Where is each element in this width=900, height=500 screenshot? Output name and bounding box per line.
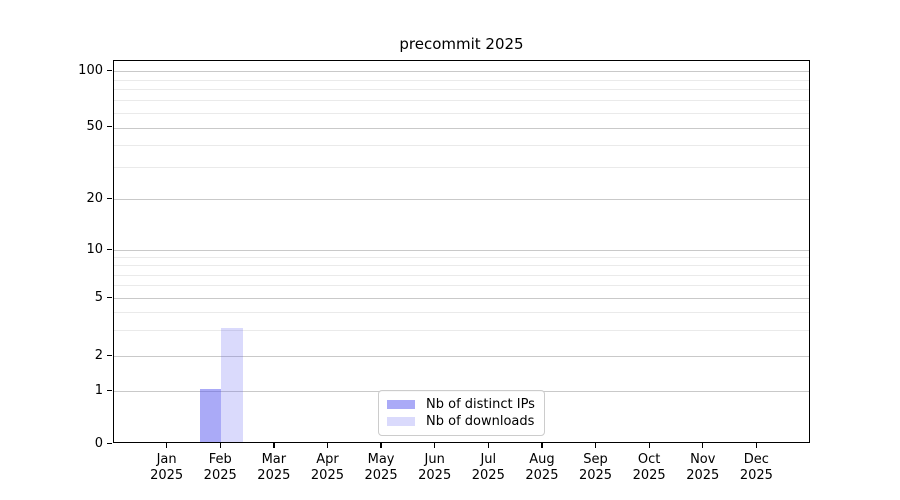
- x-tick-label: Oct 2025: [621, 452, 677, 484]
- y-tick-mark: [107, 354, 112, 356]
- major-gridline: [114, 71, 809, 72]
- x-tick-month: Mar: [261, 452, 287, 467]
- x-tick-mark: [755, 443, 758, 448]
- x-tick-month: Feb: [208, 452, 232, 467]
- minor-gridline: [114, 79, 809, 81]
- x-tick-mark: [648, 443, 650, 448]
- x-tick-label: Jun 2025: [407, 452, 463, 484]
- y-tick-label: 100: [78, 62, 103, 78]
- x-tick-mark: [487, 443, 489, 448]
- x-tick-label: Sep 2025: [568, 452, 624, 484]
- major-gridline: [114, 127, 809, 129]
- x-tick-label: Mar 2025: [246, 452, 302, 484]
- minor-gridline: [114, 112, 809, 114]
- x-tick-month: May: [367, 452, 395, 467]
- x-tick-year: 2025: [525, 468, 559, 483]
- x-tick-label: Aug 2025: [514, 452, 570, 484]
- x-tick-month: Jul: [480, 452, 497, 467]
- y-tick-mark: [107, 389, 112, 391]
- x-tick-year: 2025: [632, 468, 666, 483]
- x-tick-year: 2025: [739, 468, 773, 483]
- legend-label: Nb of distinct IPs: [426, 396, 535, 412]
- x-tick-month: Sep: [583, 452, 608, 467]
- minor-gridline: [114, 285, 809, 287]
- x-tick-label: Feb 2025: [192, 452, 248, 484]
- x-tick-label: Jul 2025: [460, 452, 516, 484]
- y-tick-label: 2: [94, 347, 103, 363]
- y-tick-mark: [107, 126, 112, 128]
- y-tick-label: 10: [86, 241, 103, 257]
- legend-label: Nb of downloads: [426, 414, 535, 430]
- x-tick-mark: [594, 443, 597, 448]
- x-tick-month: Apr: [316, 452, 339, 467]
- x-tick-year: 2025: [418, 468, 452, 483]
- major-gridline: [114, 356, 809, 357]
- major-gridline: [114, 250, 809, 251]
- x-tick-month: Jan: [156, 452, 177, 467]
- y-tick-mark: [107, 69, 112, 71]
- y-tick-label: 50: [86, 119, 103, 134]
- x-tick-month: Aug: [529, 452, 555, 467]
- chart-title: precommit 2025: [399, 35, 524, 53]
- x-tick-mark: [166, 443, 168, 448]
- x-tick-year: 2025: [310, 468, 344, 483]
- x-tick-year: 2025: [686, 468, 720, 483]
- minor-gridline: [114, 144, 809, 146]
- y-tick-label: 0: [94, 435, 103, 451]
- legend-swatch: [387, 417, 415, 427]
- bar-nb-of-distinct-ips: [199, 389, 222, 442]
- x-tick-label: Jan 2025: [139, 452, 195, 484]
- x-tick-year: 2025: [578, 468, 613, 483]
- y-tick-mark: [107, 197, 112, 199]
- x-tick-label: Dec 2025: [728, 452, 784, 484]
- x-tick-month: Jun: [424, 452, 445, 467]
- bar-nb-of-downloads: [221, 328, 243, 442]
- legend-row: Nb of downloads: [387, 414, 536, 429]
- y-tick-label: 5: [94, 289, 103, 305]
- x-tick-label: Apr 2025: [299, 452, 355, 484]
- y-tick-label: 20: [86, 190, 103, 206]
- x-tick-month: Oct: [637, 452, 661, 467]
- minor-gridline: [114, 257, 809, 259]
- y-tick-label: 1: [94, 382, 103, 398]
- minor-gridline: [114, 100, 809, 102]
- x-tick-mark: [273, 443, 275, 448]
- x-tick-label: Nov 2025: [675, 452, 731, 484]
- minor-gridline: [114, 265, 809, 267]
- minor-gridline: [114, 89, 809, 91]
- y-tick-mark: [107, 442, 112, 444]
- minor-gridline: [114, 274, 809, 276]
- x-tick-mark: [219, 443, 221, 448]
- x-tick-label: May 2025: [353, 452, 409, 484]
- legend-row: Nb of distinct IPs: [387, 397, 536, 412]
- major-gridline: [114, 298, 809, 299]
- x-tick-year: 2025: [257, 468, 291, 483]
- x-tick-year: 2025: [150, 468, 184, 483]
- x-tick-year: 2025: [364, 468, 398, 483]
- minor-gridline: [114, 312, 809, 314]
- x-tick-mark: [380, 443, 382, 448]
- x-tick-mark: [434, 443, 436, 448]
- minor-gridline: [114, 330, 809, 332]
- x-tick-mark: [702, 443, 704, 448]
- legend-swatch: [387, 399, 415, 409]
- x-tick-year: 2025: [471, 468, 505, 483]
- x-tick-mark: [326, 443, 329, 448]
- minor-gridline: [114, 167, 809, 169]
- x-tick-month: Dec: [743, 452, 769, 467]
- x-tick-mark: [541, 443, 543, 448]
- plot-area: [113, 60, 810, 443]
- x-tick-month: Nov: [690, 452, 716, 467]
- x-tick-year: 2025: [203, 468, 237, 483]
- major-gridline: [114, 199, 809, 200]
- y-tick-mark: [107, 296, 112, 298]
- legend: Nb of distinct IPs Nb of downloads: [378, 390, 545, 436]
- y-tick-mark: [107, 248, 112, 250]
